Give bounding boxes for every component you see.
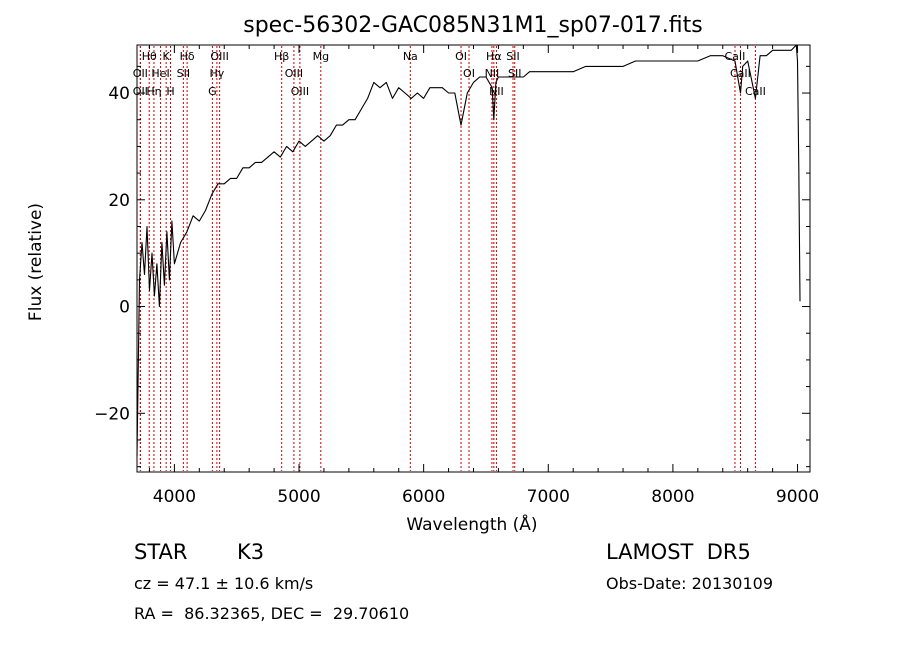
x-axis-label: Wavelength (Å) [406,513,537,535]
plot-frame [136,44,811,473]
observation-date: Obs-Date: 20130109 [606,574,774,593]
y-axis-label: Flux (relative) [26,203,46,321]
line-label-13: OIII [285,67,303,80]
y-axis: −20 0 20 40 [94,65,810,468]
x-tick-label-0: 4000 [153,487,196,507]
redshift-value: cz = 47.1 ± 10.6 km/s [134,574,314,593]
line-label-25: CaII [730,67,751,80]
line-label-7: Hδ [180,50,195,63]
line-label-10: Hγ [209,67,224,80]
line-label-24: CaII [725,50,746,63]
line-label-12: Hβ [274,50,289,63]
chart-title: spec-56302-GAC085N31M1_sp07-017.fits [243,13,703,38]
spectrum-line [136,44,801,457]
x-tick-label-4: 8000 [651,487,694,507]
x-tick-label-1: 5000 [277,487,320,507]
y-tick-label-2: 20 [108,191,130,211]
line-label-8: SII [177,67,190,80]
line-label-23: SII [508,67,521,80]
spectral-subclass: K3 [237,540,265,564]
coordinates: RA = 86.32365, DEC = 29.70610 [134,604,410,623]
spectrum-series [136,44,801,457]
x-tick-label-2: 6000 [402,487,445,507]
x-axis: 4000 5000 6000 7000 8000 9000 [148,45,819,507]
line-label-15: Mg [313,50,329,63]
line-label-14: OIII [291,85,309,98]
line-label-16: Na [403,50,418,63]
x-tick-label-5: 9000 [776,487,819,507]
line-label-5: HeI [151,67,169,80]
line-label-19: Hα [486,50,502,63]
line-label-22: SII [506,50,519,63]
line-label-6: H [166,85,174,98]
y-tick-label-3: 40 [108,84,130,104]
line-label-3: Hη [146,85,161,98]
line-label-26: CaII [745,85,766,98]
emission-line-markers [139,46,756,471]
object-class: STAR [134,540,188,564]
line-label-17: OI [455,50,467,63]
line-label-0: Hθ [142,50,157,63]
x-tick-label-3: 7000 [527,487,570,507]
line-label-9: OIII [210,50,228,63]
line-label-18: OI [463,67,475,80]
line-label-1: OII [133,67,148,80]
y-tick-label-0: −20 [94,404,130,424]
survey-name: LAMOST DR5 [606,540,751,564]
line-label-11: G [208,85,217,98]
y-tick-label-1: 0 [119,298,130,318]
line-label-20: NII [485,67,500,80]
line-label-4: K [163,50,171,63]
